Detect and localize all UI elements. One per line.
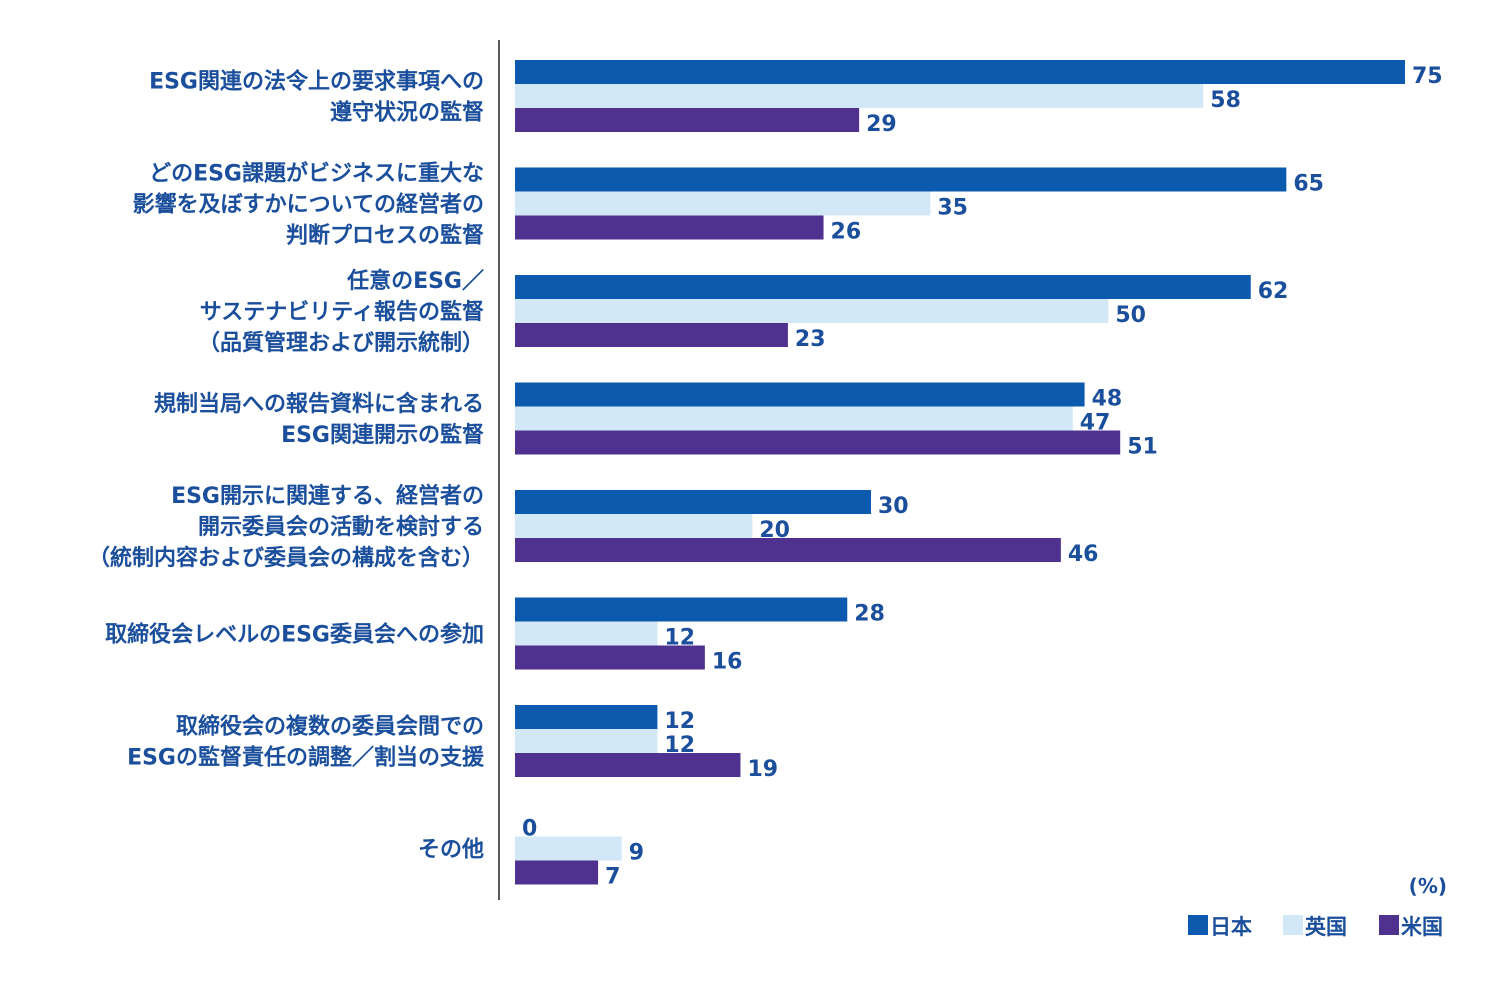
bar — [515, 729, 658, 753]
bar — [515, 108, 860, 132]
bar-value-label: 29 — [866, 112, 897, 137]
legend-swatch — [1283, 915, 1303, 935]
category-label: その他 — [418, 838, 484, 863]
bar-value-label: 12 — [664, 709, 695, 734]
bar-value-label: 26 — [831, 220, 862, 245]
category-label-line: ESG開示に関連する、経営者の — [171, 483, 484, 509]
bar-value-label: 51 — [1127, 435, 1158, 460]
bar — [515, 60, 1405, 84]
bar — [515, 836, 622, 861]
category-label: 取締役会レベルのESG委員会への参加 — [105, 622, 484, 648]
category-label-line: 取締役会レベルのESG委員会への参加 — [105, 622, 484, 648]
bar — [515, 406, 1073, 431]
category-label: ESG関連の法令上の要求事項への遵守状況の監督 — [149, 69, 484, 126]
bar — [515, 860, 599, 885]
bar — [515, 299, 1109, 323]
category-label: 規制当局への報告資料に含まれる ESG関連開示の監督 — [154, 391, 484, 448]
legend-label: 米国 — [1401, 915, 1443, 939]
bar-value-label: 0 — [522, 817, 537, 842]
bar-value-label: 62 — [1258, 279, 1289, 304]
bar — [515, 514, 753, 538]
bar — [515, 191, 931, 216]
bar — [515, 215, 824, 240]
bar — [515, 430, 1121, 455]
bar — [515, 705, 658, 729]
category-label-line: どのESG課題がビジネスに重大な — [149, 161, 484, 187]
bar — [515, 323, 788, 347]
bar-value-label: 9 — [629, 841, 644, 866]
category-label-line: ESG関連開示の監督 — [281, 422, 484, 448]
category-label-line: その他 — [418, 838, 484, 863]
bar — [515, 597, 848, 622]
category-label-line: （統制内容および委員会の構成を含む） — [88, 545, 484, 571]
category-label-line: 遵守状況の監督 — [330, 100, 484, 126]
bar-value-label: 75 — [1412, 64, 1443, 89]
legend-label: 日本 — [1210, 915, 1252, 939]
category-label-line: サステナビリティ報告の監督 — [200, 299, 484, 325]
bar — [515, 275, 1251, 299]
bar-value-label: 16 — [712, 650, 743, 675]
category-label-line: 規制当局への報告資料に含まれる — [154, 391, 484, 417]
bar — [515, 84, 1204, 108]
legend: 日本 英国 米国 — [1188, 915, 1443, 939]
category-label: 任意のESG／ サステナビリティ報告の監督 （品質管理および開示統制） — [198, 268, 484, 356]
bar-value-label: 19 — [747, 757, 778, 782]
legend-swatch — [1379, 915, 1399, 935]
bar-value-label: 65 — [1293, 172, 1324, 197]
category-label-line: 判断プロセスの監督 — [286, 223, 484, 249]
category-label-line: 任意のESG／ — [346, 268, 484, 294]
bar-value-label: 35 — [937, 196, 968, 221]
bar — [515, 621, 658, 646]
bar-value-label: 28 — [854, 602, 885, 627]
bar-value-label: 46 — [1068, 542, 1099, 567]
unit-label: (%) — [1409, 874, 1447, 898]
bar-value-label: 58 — [1210, 88, 1241, 113]
bar-value-label: 7 — [605, 865, 620, 890]
category-label-line: ESGの監督責任の調整／割当の支援 — [127, 745, 485, 771]
category-label-line: 取締役会の複数の委員会間での — [176, 714, 484, 740]
category-label: どのESG課題がビジネスに重大な影響を及ぼすかについての経営者の判断プロセスの監… — [133, 161, 484, 249]
legend-swatch — [1188, 915, 1208, 935]
bar — [515, 167, 1287, 192]
category-label-line: （品質管理および開示統制） — [198, 330, 484, 356]
category-label-line: 開示委員会の活動を検討する — [198, 514, 484, 540]
bar-value-label: 48 — [1092, 387, 1123, 412]
bar — [515, 753, 741, 777]
bar — [515, 382, 1085, 407]
bar-value-label: 30 — [878, 494, 909, 519]
category-labels: ESG関連の法令上の要求事項への遵守状況の監督どのESG課題がビジネスに重大な影… — [88, 69, 485, 863]
bar — [515, 490, 871, 514]
bar-value-label: 50 — [1115, 303, 1146, 328]
category-label-line: ESG関連の法令上の要求事項への — [149, 69, 484, 95]
bar — [515, 645, 705, 670]
bar-groups: 7558296535266250234847513020462812161212… — [515, 60, 1443, 890]
category-label: 取締役会の複数の委員会間での ESGの監督責任の調整／割当の支援 — [127, 714, 485, 771]
category-label-line: 影響を及ぼすかについての経営者の — [133, 192, 484, 218]
legend-label: 英国 — [1305, 915, 1347, 939]
bar-value-label: 23 — [795, 327, 826, 352]
category-label: ESG開示に関連する、経営者の開示委員会の活動を検討する （統制内容および委員会の… — [88, 483, 484, 571]
bar — [515, 538, 1061, 562]
